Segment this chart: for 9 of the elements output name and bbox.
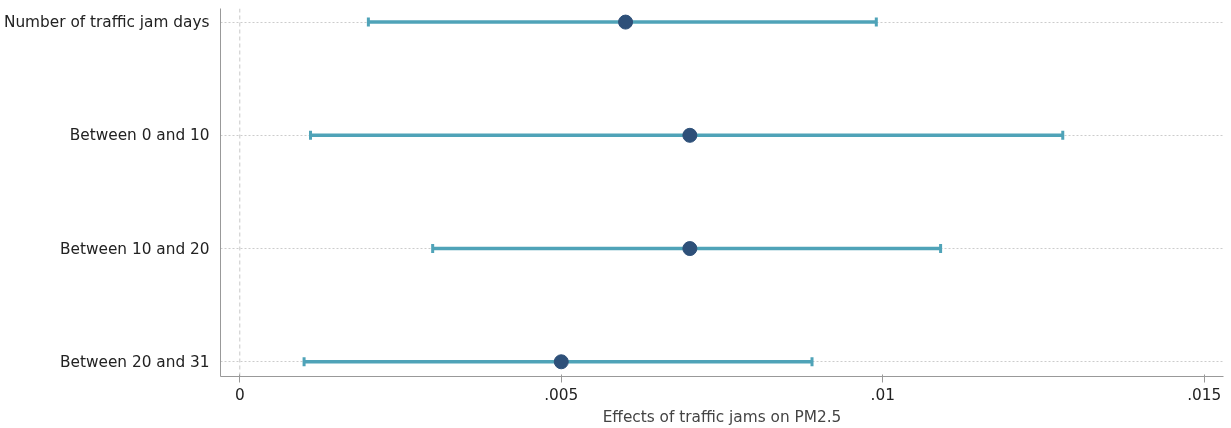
y-tick-label: Between 20 and 31 xyxy=(59,352,210,371)
y-tick-label: Between 10 and 20 xyxy=(59,239,210,258)
x-tick-label: .015 xyxy=(1187,385,1222,404)
x-tick-label: .01 xyxy=(870,385,895,404)
x-tick-label: 0 xyxy=(234,385,245,404)
x-axis-title: Effects of traffic jams on PM2.5 xyxy=(602,407,842,426)
y-tick-label: Number of traffic jam days xyxy=(3,13,210,32)
y-tick-label: Between 0 and 10 xyxy=(69,126,210,145)
x-tick-label: .005 xyxy=(544,385,579,404)
